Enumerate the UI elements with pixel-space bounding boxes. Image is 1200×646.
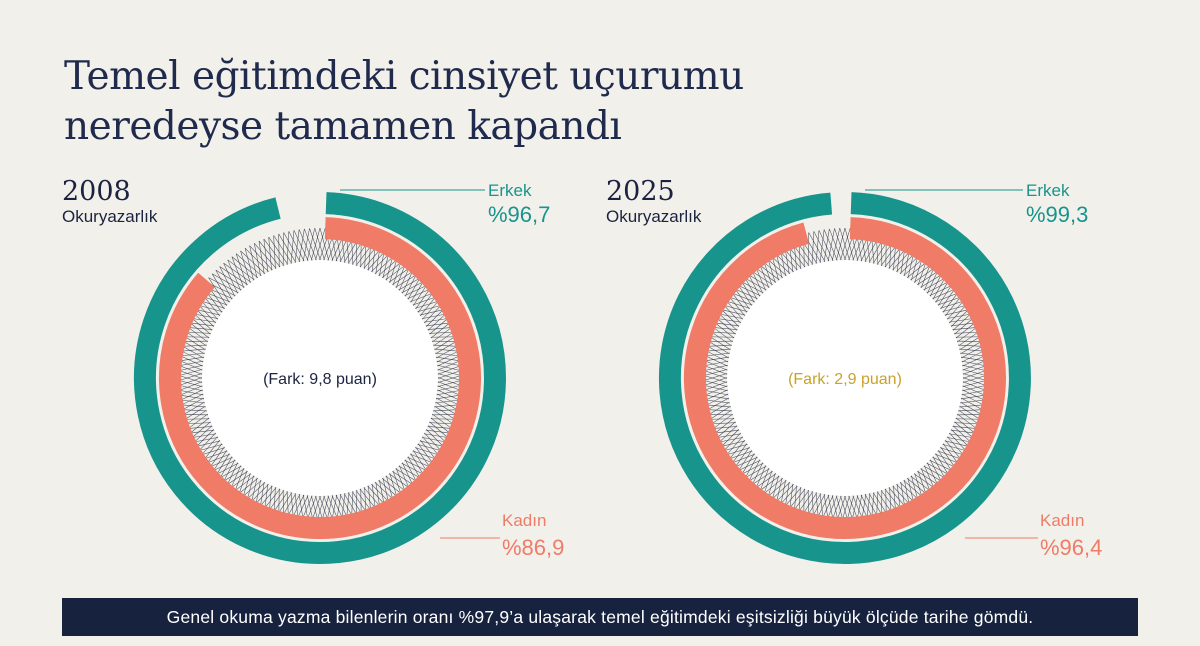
subtitle-2008: Okuryazarlık — [62, 207, 158, 226]
male-arc-2025 — [658, 192, 1031, 564]
gap-label-2008: (Fark: 9,8 puan) — [263, 371, 377, 388]
year-2008: 2008 — [62, 176, 131, 207]
donut-2025: (Fark: 2,9 puan) — [658, 189, 1038, 564]
female-value-2025: %96,4 — [1040, 535, 1103, 560]
female-arc-2025 — [684, 217, 1006, 539]
donut-2008: (Fark: 9,8 puan) — [134, 189, 506, 564]
page-title: Temel eğitimdeki cinsiyet uçurumu nerede… — [64, 52, 824, 152]
male-value-2008: %96,7 — [488, 202, 551, 227]
female-label-2025: Kadın — [1040, 511, 1085, 530]
female-arc-2008 — [159, 217, 481, 539]
male-arc-2008 — [134, 192, 506, 564]
center-hole-2025 — [727, 260, 963, 496]
subtitle-2025: Okuryazarlık — [606, 207, 702, 226]
year-2025: 2025 — [606, 176, 675, 207]
male-label-2008: Erkek — [488, 181, 532, 200]
footer-caption: Genel okuma yazma bilenlerin oranı %97,9… — [62, 598, 1138, 636]
male-label-2025: Erkek — [1026, 181, 1070, 200]
title-line-2: neredeyse tamamen kapandı — [64, 104, 622, 149]
center-hole-2008 — [202, 260, 438, 496]
title-line-1: Temel eğitimdeki cinsiyet uçurumu — [64, 54, 744, 99]
male-value-2025: %99,3 — [1026, 202, 1089, 227]
female-label-2008: Kadın — [502, 511, 547, 530]
female-value-2008: %86,9 — [502, 535, 565, 560]
gap-label-2025: (Fark: 2,9 puan) — [788, 371, 902, 388]
